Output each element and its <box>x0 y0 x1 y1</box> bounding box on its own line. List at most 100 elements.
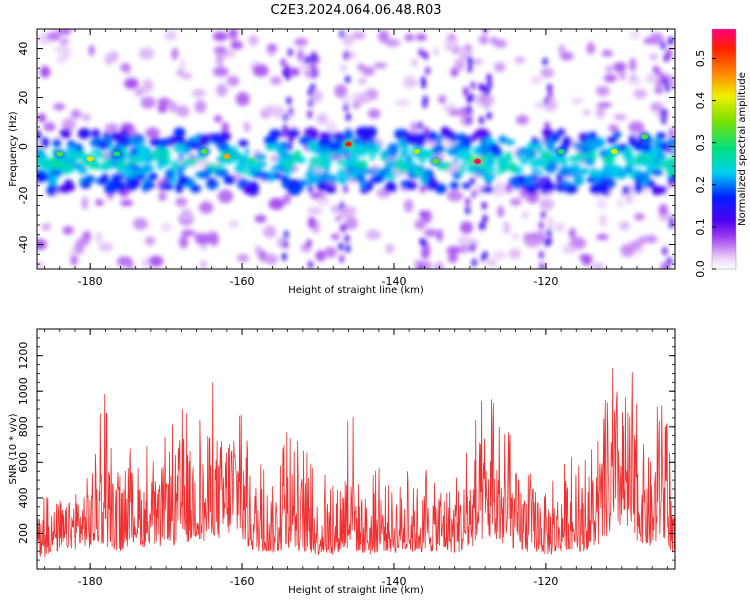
heatmap-peak-core <box>610 148 618 155</box>
heatmap-cell <box>435 261 444 269</box>
heatmap-cell <box>158 138 172 147</box>
y-tick-label: 200 <box>17 523 30 544</box>
heatmap-cell <box>505 156 512 163</box>
heatmap-cell <box>466 105 472 114</box>
heatmap-cell <box>668 220 674 229</box>
heatmap-cell <box>160 161 166 166</box>
heatmap-cell <box>237 139 249 147</box>
colorbar-tick-label: 0.5 <box>694 50 707 67</box>
heatmap-cell <box>467 64 473 73</box>
heatmap-cell <box>104 123 119 133</box>
heatmap-cell <box>276 155 285 165</box>
heatmap-cell <box>525 151 531 157</box>
heatmap-cell <box>268 129 282 139</box>
heatmap-cell <box>502 221 511 234</box>
y-tick-label: -20 <box>17 187 30 205</box>
heatmap-cell <box>270 76 282 85</box>
heatmap-cell <box>294 37 308 47</box>
heatmap-peak-core <box>200 148 208 155</box>
heatmap-cell <box>487 167 497 173</box>
heatmap-cell <box>111 173 125 181</box>
heatmap-cell <box>120 63 131 72</box>
heatmap-cell <box>369 154 375 161</box>
heatmap-cell <box>479 93 490 104</box>
colorbar-gradient <box>712 29 736 269</box>
heatmap-cell <box>405 154 413 163</box>
heatmap-cell <box>308 162 316 171</box>
colorbar-ticks: 0.0 0.1 0.2 0.3 0.4 0.5 <box>694 50 716 278</box>
heatmap-cell <box>560 51 574 61</box>
heatmap-cell <box>475 128 490 138</box>
heatmap-cell <box>427 131 437 142</box>
heatmap-cell <box>218 136 226 145</box>
heatmap-cell <box>366 168 377 175</box>
heatmap-cell <box>489 143 500 153</box>
heatmap-cell <box>306 239 312 248</box>
heatmap-cell <box>324 167 330 172</box>
heatmap-cell <box>178 153 184 162</box>
heatmap-cell <box>663 53 669 62</box>
heatmap-cell <box>307 178 314 185</box>
heatmap-cell <box>61 118 76 131</box>
y-tick-label: 1200 <box>17 342 30 370</box>
heatmap-cell <box>627 77 641 86</box>
heatmap-cell <box>109 178 121 189</box>
heatmap-cell <box>472 59 484 66</box>
heatmap-cell <box>471 190 477 199</box>
heatmap-cell <box>182 146 190 155</box>
heatmap-cell <box>618 220 630 231</box>
heatmap-cell <box>144 236 156 246</box>
heatmap-cell <box>285 72 291 81</box>
heatmap-cell <box>596 104 606 119</box>
heatmap-peak-core <box>345 141 352 147</box>
heatmap-cell <box>483 138 492 146</box>
heatmap-cell <box>317 171 331 182</box>
heatmap-cell <box>207 177 216 188</box>
heatmap-cell <box>57 185 71 193</box>
heatmap-cell <box>444 39 457 52</box>
heatmap-cell <box>134 173 147 181</box>
heatmap-cell <box>459 221 473 234</box>
heatmap-cell <box>542 151 554 163</box>
heatmap-cell <box>157 97 171 106</box>
heatmap-cell <box>470 81 476 90</box>
heatmap-cell <box>668 127 675 139</box>
heatmap-cell <box>626 160 635 168</box>
heatmap-cell <box>422 100 428 109</box>
heatmap-cell <box>342 95 351 107</box>
heatmap-cell <box>625 197 633 204</box>
heatmap-cell <box>573 162 580 170</box>
heatmap-cell <box>652 158 662 164</box>
heatmap-cell <box>546 237 552 246</box>
heatmap-cell <box>482 251 488 260</box>
spectrogram-frame <box>36 28 676 270</box>
heatmap-cell <box>284 161 291 169</box>
heatmap-cell <box>542 181 556 192</box>
heatmap-cell <box>232 145 237 154</box>
heatmap-cell <box>255 245 262 257</box>
heatmap-cell <box>236 253 249 263</box>
heatmap-cell <box>613 61 627 73</box>
heatmap-cell <box>449 146 458 156</box>
heatmap-cell <box>424 228 438 238</box>
heatmap-cell <box>91 128 101 139</box>
heatmap-cell <box>213 66 229 77</box>
heatmap-cell <box>158 156 164 163</box>
heatmap-cell <box>95 231 103 244</box>
heatmap-cell <box>422 239 428 248</box>
heatmap-cell <box>179 58 187 72</box>
heatmap-cell <box>337 158 344 164</box>
heatmap-cell <box>544 121 550 130</box>
heatmap-cell <box>63 167 74 174</box>
heatmap-cell <box>318 136 332 146</box>
heatmap-cell <box>531 168 539 173</box>
heatmap-cell <box>540 67 554 79</box>
heatmap-cell <box>645 73 659 84</box>
heatmap-cell <box>578 167 583 172</box>
heatmap-cell <box>316 113 328 125</box>
heatmap-cell <box>245 170 255 176</box>
heatmap-cell <box>388 165 395 170</box>
heatmap-cell <box>421 80 427 89</box>
heatmap-cell <box>373 62 387 69</box>
heatmap-cell <box>487 80 493 89</box>
